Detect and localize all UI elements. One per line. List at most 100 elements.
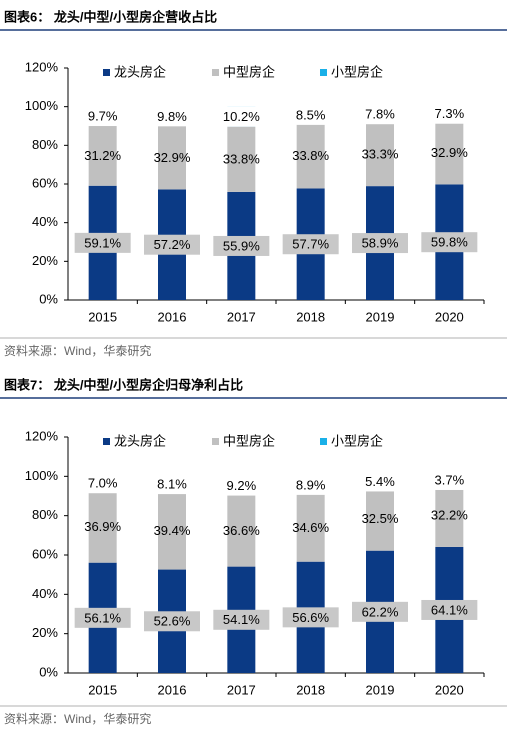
value-label: 7.0% (88, 476, 118, 491)
x-tick-label: 2015 (88, 682, 117, 697)
x-tick-label: 2019 (366, 682, 395, 697)
label-box (289, 104, 332, 125)
label-box (213, 609, 270, 630)
label-box (151, 106, 193, 127)
source: 资料来源：Wind，华泰研究 (4, 343, 151, 358)
value-label: 31.2% (84, 148, 121, 163)
bar-segment (158, 492, 186, 570)
value-label: 59.8% (431, 235, 468, 250)
value-label: 56.1% (84, 610, 121, 625)
value-label: 57.2% (154, 237, 191, 252)
y-tick-label: 100% (25, 98, 59, 113)
bar-segment (366, 486, 394, 551)
value-label: 8.1% (157, 477, 187, 492)
value-label: 32.5% (362, 511, 399, 526)
legend-label: 龙头房企 (114, 64, 166, 79)
value-label: 32.9% (154, 150, 191, 165)
value-label: 5.4% (365, 474, 395, 489)
x-tick-label: 2015 (88, 309, 117, 324)
label-box (220, 106, 263, 127)
x-tick-label: 2016 (158, 682, 187, 697)
bar-segment (227, 494, 256, 567)
y-tick-label: 20% (32, 253, 58, 268)
value-label: 32.9% (431, 145, 468, 160)
label-box (421, 599, 478, 620)
y-tick-label: 60% (32, 546, 58, 561)
label-box (428, 469, 471, 490)
value-label: 34.6% (292, 520, 329, 535)
legend-label: 中型房企 (223, 433, 275, 448)
bar-segment (435, 120, 464, 185)
bar-segment (88, 125, 117, 186)
bar-segment (88, 490, 117, 563)
value-label: 7.8% (365, 107, 395, 122)
value-label: 7.3% (435, 106, 465, 121)
value-label: 32.2% (431, 508, 468, 523)
value-label: 64.1% (431, 602, 468, 617)
value-label: 36.9% (84, 519, 121, 534)
y-tick-label: 120% (25, 59, 59, 74)
value-label: 58.9% (362, 236, 399, 251)
value-label: 9.8% (157, 109, 187, 124)
label-box (428, 103, 471, 124)
x-tick-label: 2017 (227, 682, 256, 697)
value-label: 62.2% (362, 604, 399, 619)
label-box (289, 474, 332, 495)
label-box (144, 234, 200, 255)
y-tick-label: 60% (32, 175, 58, 190)
value-label: 55.9% (223, 238, 260, 253)
label-box (151, 474, 193, 495)
label-box (282, 607, 339, 628)
bar-segment (296, 493, 325, 562)
bar-segment (296, 123, 325, 189)
value-label: 9.7% (88, 108, 118, 123)
y-tick-label: 20% (32, 625, 58, 640)
legend-swatch (320, 69, 327, 76)
value-label: 33.8% (292, 148, 329, 163)
label-box (359, 471, 401, 492)
label-box (81, 473, 124, 494)
bar-segment (435, 483, 464, 547)
value-label: 52.6% (154, 614, 191, 629)
bar-segment (366, 121, 394, 187)
label-box (352, 601, 408, 622)
value-label: 36.6% (223, 523, 260, 538)
legend-swatch (103, 69, 110, 76)
chart-title: 图表7： 龙头/中型/小型房企归母净利占比 (4, 377, 243, 392)
legend-label: 龙头房企 (114, 433, 166, 448)
value-label: 39.4% (154, 523, 191, 538)
x-tick-label: 2020 (435, 309, 464, 324)
x-tick-label: 2020 (435, 682, 464, 697)
value-label: 3.7% (435, 472, 465, 487)
label-box (421, 232, 478, 253)
y-tick-label: 40% (32, 214, 58, 229)
value-label: 54.1% (223, 612, 260, 627)
source: 资料来源：Wind，华泰研究 (4, 711, 151, 726)
value-label: 8.9% (296, 477, 326, 492)
x-tick-label: 2019 (366, 309, 395, 324)
label-box (220, 475, 263, 496)
y-tick-label: 0% (39, 664, 58, 679)
y-tick-label: 40% (32, 586, 58, 601)
label-box (81, 106, 124, 127)
value-label: 10.2% (223, 109, 260, 124)
x-tick-label: 2018 (296, 309, 325, 324)
value-label: 59.1% (84, 235, 121, 250)
legend-swatch (103, 438, 110, 445)
label-box (282, 234, 339, 255)
label-box (359, 104, 401, 125)
x-tick-label: 2016 (158, 309, 187, 324)
label-box (74, 607, 131, 628)
legend-label: 小型房企 (331, 433, 383, 448)
value-label: 33.8% (223, 152, 260, 167)
legend-swatch (212, 438, 219, 445)
label-box (74, 232, 131, 253)
y-tick-label: 120% (25, 428, 59, 443)
y-tick-label: 0% (39, 291, 58, 306)
value-label: 33.3% (362, 146, 399, 161)
label-box (144, 611, 200, 632)
chart-title: 图表6： 龙头/中型/小型房企营收占比 (4, 9, 217, 24)
legend-swatch (320, 438, 327, 445)
value-label: 9.2% (227, 478, 257, 493)
